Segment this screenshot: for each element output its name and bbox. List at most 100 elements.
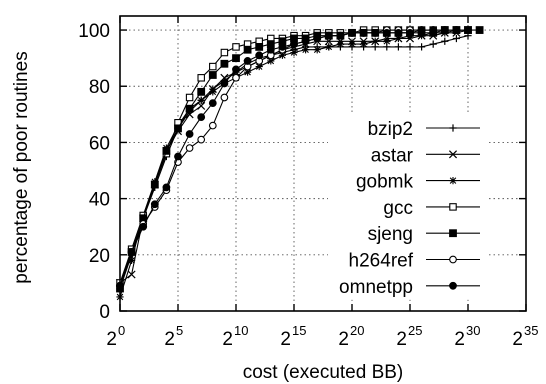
legend-item-gobmk: gobmk xyxy=(356,172,480,193)
data-point-omnetpp xyxy=(208,99,217,107)
data-point-omnetpp xyxy=(440,26,449,34)
data-point-gobmk xyxy=(348,40,356,48)
x-tick-base: 2 xyxy=(280,329,291,350)
legend-marker-swatch xyxy=(448,150,458,159)
x-tick-exponent: 35 xyxy=(524,323,538,338)
data-point-sjeng xyxy=(255,43,264,51)
legend-label: omnetpp xyxy=(339,277,413,298)
data-point-gcc xyxy=(197,74,205,82)
x-tick-exponent: 0 xyxy=(118,323,125,338)
data-point-sjeng xyxy=(243,45,252,54)
x-tick-base: 2 xyxy=(454,329,465,350)
data-point-gobmk xyxy=(383,37,391,45)
data-point-gobmk xyxy=(290,48,298,57)
legend-item-sjeng: sjeng xyxy=(368,224,480,245)
data-point-gobmk xyxy=(394,34,402,43)
data-point-gcc xyxy=(209,62,217,71)
data-point-gobmk xyxy=(197,96,205,104)
data-point-h264ref xyxy=(208,121,217,130)
x-tick-exponent: 15 xyxy=(292,323,306,338)
data-point-gobmk xyxy=(360,40,368,48)
y-tick-label: 40 xyxy=(89,190,110,211)
legend-label: h264ref xyxy=(349,251,414,272)
x-tick-label: 2 25 xyxy=(396,323,422,350)
y-tick-label: 20 xyxy=(89,246,110,267)
x-tick-label: 2 30 xyxy=(454,323,480,350)
axis-layer xyxy=(119,15,527,312)
data-point-h264ref xyxy=(197,135,206,144)
data-point-gobmk xyxy=(267,57,275,65)
data-point-gcc xyxy=(232,43,240,51)
data-point-sjeng xyxy=(150,180,159,189)
series-layer xyxy=(115,26,484,301)
legend-marker-swatch xyxy=(449,281,457,290)
data-point-gobmk xyxy=(371,37,379,45)
x-tick-exponent: 20 xyxy=(350,323,364,338)
data-point-gobmk xyxy=(325,43,333,51)
data-point-omnetpp xyxy=(406,28,414,37)
data-point-omnetpp xyxy=(185,130,194,138)
data-point-astar xyxy=(197,101,206,110)
x-tick-base: 2 xyxy=(222,329,233,350)
x-tick-base: 2 xyxy=(164,329,175,350)
data-point-sjeng xyxy=(197,87,206,96)
data-point-omnetpp xyxy=(394,28,403,37)
x-tick-label: 2 35 xyxy=(512,323,538,350)
data-point-bzip2 xyxy=(452,34,460,43)
y-tick-label: 60 xyxy=(89,133,110,154)
data-point-bzip2 xyxy=(394,43,402,51)
data-point-omnetpp xyxy=(359,28,368,37)
legend-item-bzip2: bzip2 xyxy=(368,119,480,140)
legend-label: bzip2 xyxy=(368,119,413,140)
series-omnetpp xyxy=(116,26,472,290)
data-point-omnetpp xyxy=(278,43,287,51)
y-axis-title: percentage of poor routines xyxy=(11,51,32,283)
data-point-sjeng xyxy=(174,124,182,133)
data-point-sjeng xyxy=(208,71,217,79)
data-point-omnetpp xyxy=(371,28,380,37)
legend: bzip2 astar gobmk gcc sjeng h264ref omnetpp xyxy=(339,119,480,298)
data-point-sjeng xyxy=(185,104,194,113)
x-tick-base: 2 xyxy=(106,329,117,350)
legend-marker-swatch xyxy=(449,229,457,238)
x-tick-base: 2 xyxy=(338,329,349,350)
x-tick-exponent: 10 xyxy=(234,323,248,338)
data-point-omnetpp xyxy=(150,200,159,209)
legend-label: gcc xyxy=(383,198,413,219)
data-point-omnetpp xyxy=(301,37,310,46)
legend-marker-swatch xyxy=(449,124,457,132)
legend-label: astar xyxy=(371,145,414,166)
data-point-omnetpp xyxy=(417,26,426,34)
data-point-gcc xyxy=(185,93,194,102)
data-point-gobmk xyxy=(302,46,310,54)
data-point-omnetpp xyxy=(232,65,240,74)
data-point-bzip2 xyxy=(418,43,426,51)
data-point-bzip2 xyxy=(441,37,449,45)
data-point-gobmk xyxy=(313,46,321,54)
data-point-omnetpp xyxy=(290,40,298,48)
data-point-omnetpp xyxy=(452,26,461,34)
x-tick-labels: 2 0 2 5 2 10 2 15 2 20 2 25 2 30 2 35 xyxy=(106,323,538,350)
data-point-omnetpp xyxy=(127,248,136,256)
data-point-omnetpp xyxy=(336,31,345,40)
data-point-gobmk xyxy=(336,40,344,48)
data-point-omnetpp xyxy=(324,31,333,40)
data-point-bzip2 xyxy=(429,40,437,48)
data-point-gcc xyxy=(220,48,229,57)
data-point-h264ref xyxy=(232,73,240,82)
data-point-gobmk xyxy=(128,256,136,265)
data-point-omnetpp xyxy=(162,183,171,192)
legend-item-omnetpp: omnetpp xyxy=(339,277,480,298)
legend-item-astar: astar xyxy=(371,145,480,166)
data-point-gobmk xyxy=(209,88,217,96)
legend-label: sjeng xyxy=(368,224,413,245)
data-point-omnetpp xyxy=(382,28,391,37)
legend-item-h264ref: h264ref xyxy=(349,251,480,272)
y-tick-labels: 0 20 40 60 80 100 xyxy=(78,21,110,323)
data-point-omnetpp xyxy=(429,26,438,34)
data-point-omnetpp xyxy=(348,28,356,37)
data-point-omnetpp xyxy=(174,152,182,161)
data-point-astar xyxy=(127,270,136,279)
